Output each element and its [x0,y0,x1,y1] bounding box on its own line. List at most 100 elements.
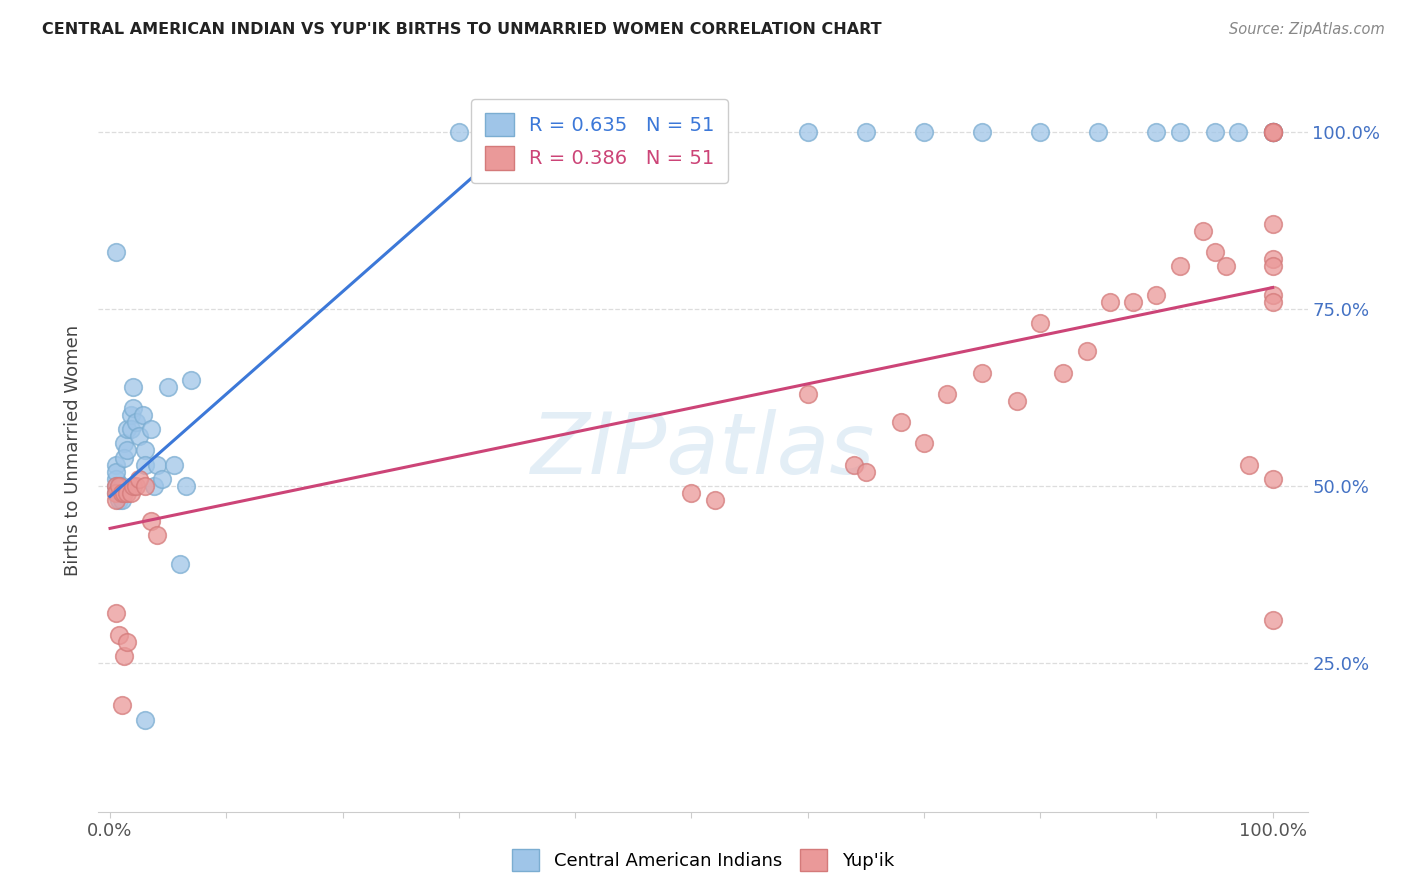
Point [1261,125,1284,139]
Point [134,713,156,727]
Point [120,408,142,422]
Point [1261,294,1284,309]
Point [681,486,703,500]
Point [120,486,142,500]
Point [108,627,131,641]
Point [134,479,156,493]
Point [1261,614,1284,628]
Point [150,472,173,486]
Point [1052,366,1074,380]
Point [145,458,167,472]
Point [180,373,202,387]
Point [912,125,935,139]
Point [1261,260,1284,274]
Point [1261,217,1284,231]
Point [134,443,156,458]
Point [447,125,470,139]
Point [117,422,139,436]
Point [134,458,156,472]
Point [111,493,134,508]
Point [1261,125,1284,139]
Legend: Central American Indians, Yup'ik: Central American Indians, Yup'ik [505,842,901,879]
Text: ZIPatlas: ZIPatlas [531,409,875,492]
Point [1261,125,1284,139]
Point [122,401,145,415]
Point [122,479,145,493]
Point [104,486,127,500]
Point [108,479,131,493]
Point [1261,125,1284,139]
Point [890,415,912,429]
Point [108,486,131,500]
Point [104,479,127,493]
Point [117,634,139,648]
Point [104,486,127,500]
Text: CENTRAL AMERICAN INDIAN VS YUP'IK BIRTHS TO UNMARRIED WOMEN CORRELATION CHART: CENTRAL AMERICAN INDIAN VS YUP'IK BIRTHS… [42,22,882,37]
Point [112,436,135,450]
Point [112,450,135,465]
Point [117,486,139,500]
Point [131,408,153,422]
Point [1005,393,1028,408]
Point [139,422,162,436]
Point [1261,287,1284,301]
Point [108,493,131,508]
Point [1261,125,1284,139]
Point [104,465,127,479]
Legend: R = 0.635   N = 51, R = 0.386   N = 51: R = 0.635 N = 51, R = 0.386 N = 51 [471,99,728,184]
Point [122,380,145,394]
Point [124,415,146,429]
Point [145,528,167,542]
Point [1122,294,1144,309]
Point [139,514,162,528]
Point [1261,125,1284,139]
Point [169,557,191,571]
Point [174,479,197,493]
Point [970,366,993,380]
Y-axis label: Births to Unmarried Women: Births to Unmarried Women [65,325,83,576]
Point [1029,125,1052,139]
Point [157,380,180,394]
Point [796,125,818,139]
Point [128,429,150,443]
Point [1261,125,1284,139]
Point [703,493,725,508]
Point [104,245,127,260]
Point [1261,472,1284,486]
Point [855,125,877,139]
Point [1261,125,1284,139]
Point [104,458,127,472]
Point [111,698,134,713]
Point [1076,344,1098,359]
Point [1087,125,1109,139]
Point [117,443,139,458]
Point [104,479,127,493]
Point [104,607,127,621]
Point [104,472,127,486]
Point [108,479,131,493]
Point [1239,458,1261,472]
Point [128,472,150,486]
Point [1226,125,1249,139]
Point [1204,245,1226,260]
Point [1098,294,1121,309]
Point [1029,316,1052,330]
Point [143,479,166,493]
Point [471,125,494,139]
Point [1144,125,1167,139]
Point [111,486,134,500]
Point [936,386,959,401]
Point [970,125,993,139]
Text: Source: ZipAtlas.com: Source: ZipAtlas.com [1229,22,1385,37]
Point [1215,260,1237,274]
Point [1204,125,1226,139]
Point [796,386,818,401]
Point [104,493,127,508]
Point [111,479,134,493]
Point [112,486,135,500]
Point [912,436,935,450]
Point [844,458,866,472]
Point [1261,252,1284,267]
Point [112,648,135,663]
Point [1192,224,1215,238]
